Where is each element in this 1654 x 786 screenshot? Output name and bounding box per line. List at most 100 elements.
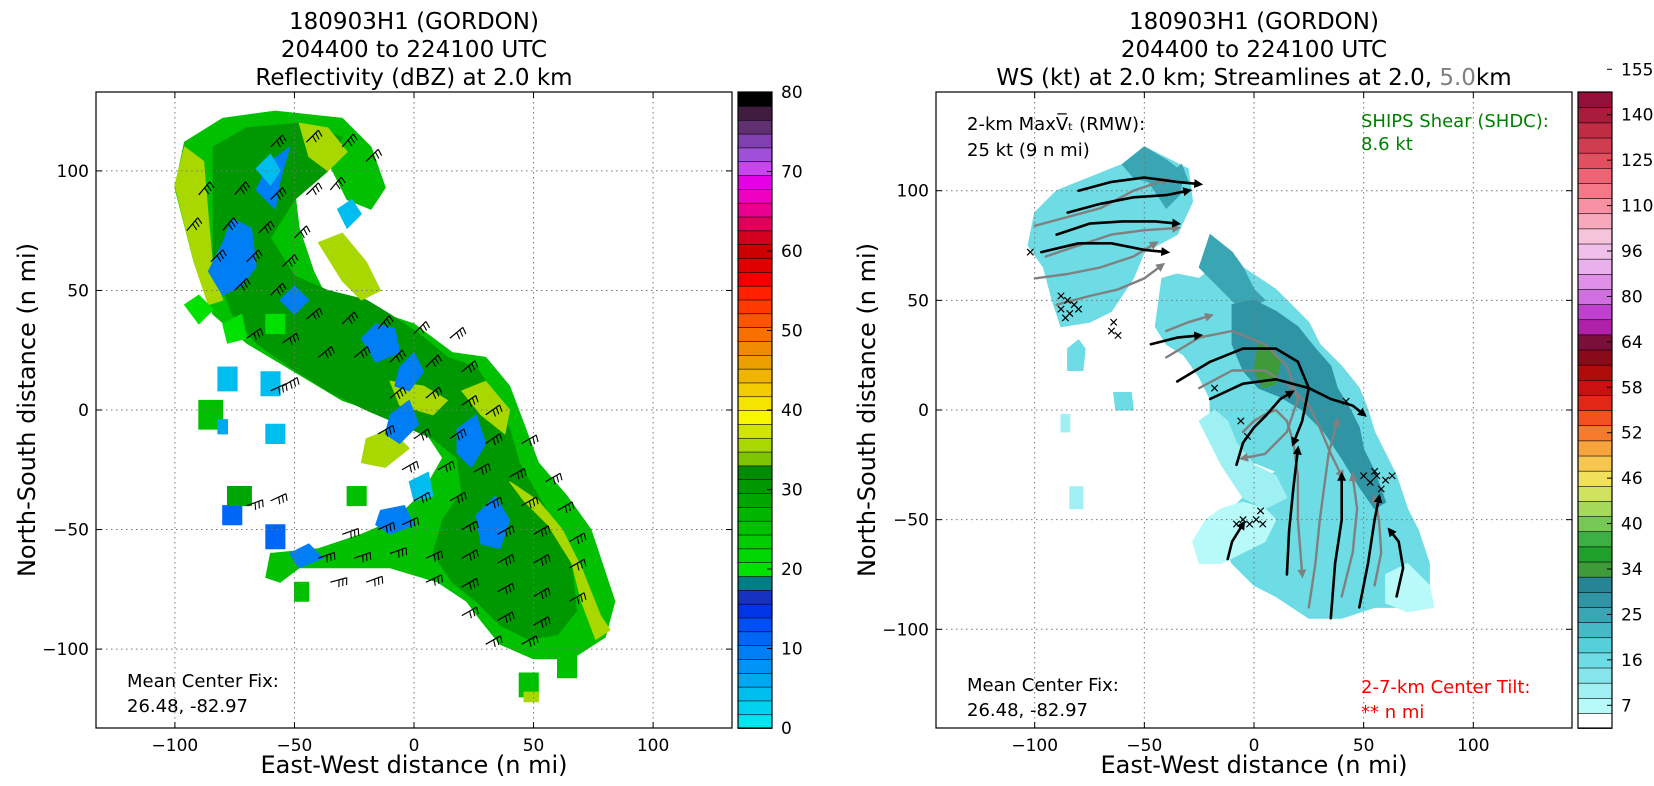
wind-barb-feather	[243, 280, 248, 288]
streamline-2km	[1077, 176, 1204, 192]
reflectivity-colorbar-cell	[737, 409, 773, 425]
wind-barb-feather	[281, 385, 285, 393]
wind-barb	[449, 491, 467, 504]
wind-barb	[210, 249, 227, 263]
center-x-mark	[1074, 305, 1083, 313]
streamline-2km	[1149, 331, 1204, 346]
wind-speed-colorbar-label: 52	[1621, 424, 1643, 444]
reflectivity-colorbar-cell	[737, 561, 773, 577]
wind-barb-feather	[347, 139, 353, 147]
reflectivity-colorbar-cell	[737, 257, 773, 273]
center-x-mark-stroke	[1232, 520, 1241, 528]
right-title-line-2: 204400 to 224100 UTC	[1121, 37, 1387, 63]
wind-barb-feather	[317, 182, 323, 190]
reflectivity-colorbar-cell	[737, 312, 773, 328]
reflectivity-field-region	[475, 495, 511, 550]
wind-barb-feather	[233, 217, 239, 224]
wind-speed-colorbar-cell	[1577, 333, 1613, 351]
wind-barb-feather	[576, 536, 580, 545]
wind-barb-feather	[495, 435, 500, 444]
wind-barb-feather	[468, 399, 473, 408]
left-axis-ticks: −100 −50 0 50 100 −100 −50 0 50 100	[42, 92, 732, 756]
wind-barb-feather	[228, 223, 234, 231]
wind-barb-feather	[385, 429, 389, 437]
reflectivity-field-region	[265, 423, 286, 444]
wind-barb-feather	[279, 190, 284, 198]
wind-barb-feather	[295, 333, 300, 341]
wind-barb	[461, 577, 479, 590]
center-x-mark-stroke	[1237, 417, 1245, 425]
reflectivity-field-region	[265, 524, 286, 550]
reflectivity-colorbar-label: 0	[781, 719, 792, 739]
center-x-mark	[1245, 520, 1254, 528]
wind-barb-feather	[469, 524, 472, 533]
wind-barb-feather	[291, 257, 296, 264]
wind-barb-feather	[421, 496, 425, 504]
reflectivity-colorbar-label: 50	[781, 322, 803, 342]
right-title-part-c: km	[1476, 65, 1512, 91]
wind-barb-feather	[468, 365, 473, 373]
wind-barb-feather	[409, 465, 413, 473]
center-x-mark	[1063, 296, 1072, 304]
wind-barb-feather	[194, 220, 200, 228]
reflectivity-colorbar-cell	[737, 617, 773, 633]
wind-barb	[341, 311, 359, 325]
wind-barb-feather	[289, 381, 293, 389]
wind-speed-field-region	[1027, 146, 1194, 328]
wind-barb-feather	[192, 223, 198, 231]
reflectivity-field-region	[217, 366, 238, 392]
wind-barb-feather	[459, 431, 464, 439]
wind-speed-field-region	[1198, 233, 1266, 312]
wind-barb-feather	[293, 379, 297, 387]
streamlines-5km	[1033, 177, 1383, 609]
wind-barb-feather	[492, 438, 496, 446]
center-x-mark-stroke	[1259, 520, 1267, 528]
wind-barb	[425, 354, 442, 368]
center-x-mark	[1026, 248, 1034, 256]
wind-barb-feather	[469, 582, 472, 590]
wind-barb-feather	[253, 332, 257, 341]
wind-barb-feather	[547, 587, 551, 596]
wind-barb-feather	[425, 321, 431, 329]
reflectivity-field-region	[183, 294, 214, 325]
reflectivity-colorbar-cell	[737, 451, 773, 467]
right-title-part-a: WS (kt) at 2.0 km; Streamlines at 2.0,	[996, 65, 1439, 91]
wind-barb-feather	[496, 637, 500, 646]
wind-speed-colorbar-cell	[1577, 106, 1613, 124]
reflectivity-field-region	[557, 653, 578, 679]
wind-barb-feather	[388, 427, 392, 435]
wind-barb	[449, 428, 467, 441]
wind-barb-feather	[292, 335, 297, 343]
reflectivity-colorbar-cell	[737, 437, 773, 453]
wind-barb-feather	[340, 176, 346, 184]
left-y-axis-label: North-South distance (n mi)	[13, 243, 41, 577]
reflectivity-field	[174, 110, 616, 703]
wind-barb-feather	[471, 363, 476, 371]
wind-barb-feather	[402, 386, 407, 394]
left-tick-label-y: 0	[78, 401, 89, 421]
wind-barb-feather	[460, 494, 464, 502]
wind-barb-feather	[289, 337, 293, 345]
wind-barb	[258, 220, 275, 234]
wind-barb-feather	[540, 620, 544, 628]
wind-speed-colorbar-label: 7	[1621, 696, 1632, 716]
right-x-axis-label: East-West distance (n mi)	[1100, 751, 1407, 779]
wind-barb-feather	[276, 288, 281, 296]
wind-barb-feather	[392, 425, 396, 433]
wind-barb-feather	[348, 317, 353, 325]
center-x-mark-stroke	[1107, 327, 1116, 335]
reflectivity-colorbar-label: 40	[781, 401, 803, 421]
right-tick-label-y: −50	[893, 511, 929, 531]
wind-barb-feather	[278, 386, 281, 395]
center-x-mark-stroke	[1070, 301, 1078, 309]
wind-barb-feather	[357, 528, 360, 536]
streamline-2km	[1226, 520, 1246, 561]
wind-barb-feather	[476, 520, 479, 529]
wind-barb	[449, 326, 467, 340]
wind-barb	[341, 133, 358, 148]
reflectivity-field-region	[260, 371, 281, 397]
center-x-mark	[1107, 327, 1116, 335]
center-x-mark	[1370, 467, 1379, 476]
rmw-value: 25 kt (9 n mi)	[967, 140, 1090, 161]
wind-speed-colorbar-cell	[1577, 712, 1613, 729]
